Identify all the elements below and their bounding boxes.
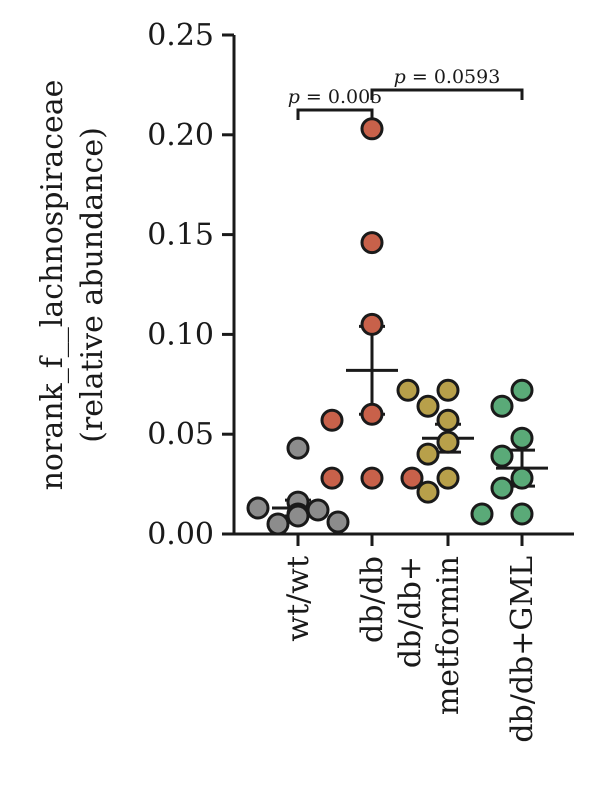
data-point [436,430,460,454]
data-point [510,466,534,490]
data-point [416,394,440,418]
data-point [490,476,514,500]
data-point [400,466,424,490]
data-point [416,442,440,466]
significance-brackets: p = 0.005 p = 0.0593 [288,66,524,120]
y-tick-label: 0.15 [147,218,214,253]
data-point [510,378,534,402]
data-points [246,117,534,536]
y-tick-label: 0.10 [147,317,214,352]
x-category-label: metformin [431,556,466,715]
data-point [490,444,514,468]
data-point [286,436,310,460]
x-category-label: db/db+ [393,556,428,668]
data-point [360,466,384,490]
x-category-labels: wt/wt db/db db/db+ metformin db/db+GML [281,556,540,743]
data-point [306,498,330,522]
data-point [326,510,350,534]
axes [232,35,574,546]
significance-bracket [296,108,374,120]
data-point [320,466,344,490]
p-value-label: p = 0.005 [288,86,383,108]
data-point [396,378,420,402]
data-point [436,378,460,402]
p-value-label: p = 0.0593 [394,66,501,88]
data-point [246,496,270,520]
significance-bracket [370,88,524,100]
data-point [266,512,290,536]
data-point [490,394,514,418]
data-point [320,408,344,432]
y-axis-title-line1: norank_f__lachnospiraceae [35,80,70,491]
data-point [360,402,384,426]
y-ticks: 0.00 0.05 0.10 0.15 0.20 0.25 [147,18,234,552]
data-point [510,426,534,450]
y-tick-label: 0.20 [147,118,214,153]
y-axis-title: norank_f__lachnospiraceae (relative abun… [35,80,110,491]
data-point [360,117,384,141]
x-category-label: wt/wt [281,556,316,642]
data-point [416,480,440,504]
x-category-label: db/db [355,556,390,643]
data-point [360,312,384,336]
data-point [436,408,460,432]
data-point [470,502,494,526]
data-point [436,466,460,490]
y-tick-label: 0.05 [147,417,214,452]
data-point [510,502,534,526]
y-axis-title-line2: (relative abundance) [75,127,110,443]
data-point [286,504,310,528]
y-tick-label: 0.25 [147,18,214,53]
x-category-label: db/db+GML [505,556,540,743]
data-point [360,231,384,255]
y-tick-label: 0.00 [147,517,214,552]
